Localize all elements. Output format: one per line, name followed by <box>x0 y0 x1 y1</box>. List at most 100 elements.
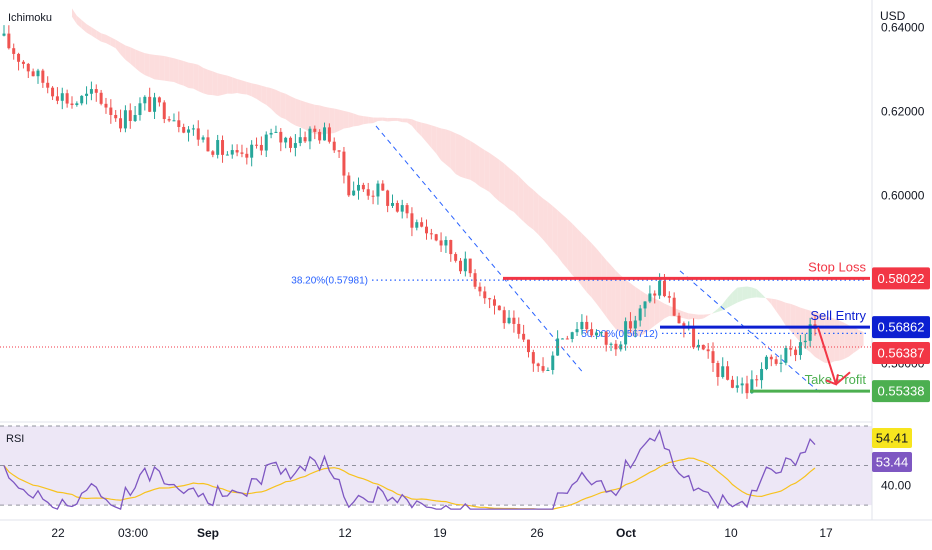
time-axis-ticks: 22 03:00 Sep 12 19 26 Oct 10 17 <box>51 526 833 540</box>
candle-body <box>293 143 297 148</box>
cloud-segment <box>785 302 791 331</box>
candle-body <box>274 131 278 133</box>
candle-body <box>177 120 181 127</box>
candle <box>415 219 419 231</box>
cloud-segment <box>450 131 456 174</box>
cloud-segment <box>543 198 548 246</box>
candle <box>444 236 448 253</box>
candle <box>696 339 700 351</box>
candle <box>648 285 652 304</box>
candle <box>760 362 764 389</box>
candle <box>536 362 540 372</box>
candle-body <box>405 205 409 214</box>
candle <box>604 330 608 352</box>
candle-body <box>352 190 356 196</box>
candle <box>497 305 501 311</box>
price-tag-box <box>872 380 930 403</box>
candle <box>522 324 526 343</box>
cloud-segment <box>475 143 480 187</box>
price-tag-box <box>872 267 930 290</box>
candle <box>148 87 152 113</box>
time-tick-label: 12 <box>338 526 352 540</box>
cloud-segment <box>659 300 665 323</box>
candle-body <box>235 150 239 153</box>
cloud-segment <box>732 287 738 306</box>
main-pane[interactable]: 38.20%(0.57981) 50.00%(0.56712) Stop Loss… <box>0 0 872 420</box>
candle <box>162 100 166 124</box>
candle-body <box>216 140 220 155</box>
cloud-segment <box>547 202 553 252</box>
cloud-segment <box>271 88 276 114</box>
fib-trend-line-2 <box>679 270 821 394</box>
candle <box>517 317 521 339</box>
candle-body <box>726 366 730 380</box>
candle-body <box>745 383 749 394</box>
time-axis[interactable]: 22 03:00 Sep 12 19 26 Oct 10 17 <box>0 519 932 540</box>
candle-body <box>70 103 74 106</box>
candle <box>114 110 118 122</box>
candle-body <box>692 326 696 348</box>
cloud-segment <box>290 96 296 126</box>
candle <box>279 128 283 152</box>
candle <box>798 335 802 360</box>
candle <box>468 258 472 277</box>
cloud-segment <box>756 289 762 298</box>
candle <box>449 239 453 262</box>
candle <box>308 126 312 150</box>
sell-arrow-head <box>825 374 839 386</box>
rsi-label[interactable]: RSI <box>6 433 24 445</box>
candle <box>376 180 380 205</box>
candle-body <box>716 363 720 377</box>
cloud-segment <box>499 159 505 205</box>
cloud-segment <box>149 54 155 80</box>
candle-body <box>313 128 317 132</box>
candle-body <box>575 329 579 333</box>
cloud-segment <box>504 163 510 210</box>
candle-body <box>658 280 662 296</box>
candle <box>779 354 783 373</box>
candle-body <box>507 317 511 324</box>
candle-body <box>667 296 671 298</box>
candle <box>153 92 157 120</box>
cloud-segment <box>334 108 340 134</box>
candle-body <box>468 258 472 274</box>
candle <box>41 68 45 88</box>
stop-loss-label: Stop Loss <box>808 259 866 274</box>
cloud-segment <box>76 15 82 29</box>
candle <box>755 375 759 387</box>
cloud-segment <box>86 24 92 36</box>
candle <box>565 335 569 340</box>
cloud-segment <box>601 254 607 317</box>
cloud-segment <box>572 223 578 280</box>
cloud-segment <box>557 210 563 264</box>
candle <box>99 89 103 106</box>
cloud-segment <box>688 313 694 320</box>
indicator-label[interactable]: Ichimoku <box>8 12 52 24</box>
candle-body <box>123 110 127 129</box>
cloud-segment <box>586 238 592 298</box>
cloud-segment <box>139 51 145 76</box>
candle-body <box>17 53 21 62</box>
candle-body <box>386 190 390 206</box>
candle-body <box>750 379 754 394</box>
candle <box>55 87 59 105</box>
candle <box>488 297 492 309</box>
candle-body <box>153 97 157 112</box>
candle-body <box>381 183 385 191</box>
cloud-segment <box>591 243 597 304</box>
time-tick-label: 10 <box>724 526 738 540</box>
sell-entry-tag: 0.56862 <box>872 316 930 339</box>
candle <box>264 131 268 157</box>
candle <box>653 290 657 304</box>
candle-body <box>46 82 50 88</box>
rsi-pane[interactable]: RSI <box>0 425 872 510</box>
fibonacci-retracement[interactable]: 38.20%(0.57981) 50.00%(0.56712) <box>291 125 866 394</box>
candle-body <box>789 348 793 350</box>
candle <box>7 25 11 50</box>
candle <box>289 136 293 153</box>
rsi-tag-value: 53.44 <box>876 455 909 470</box>
candle-body <box>454 254 458 261</box>
